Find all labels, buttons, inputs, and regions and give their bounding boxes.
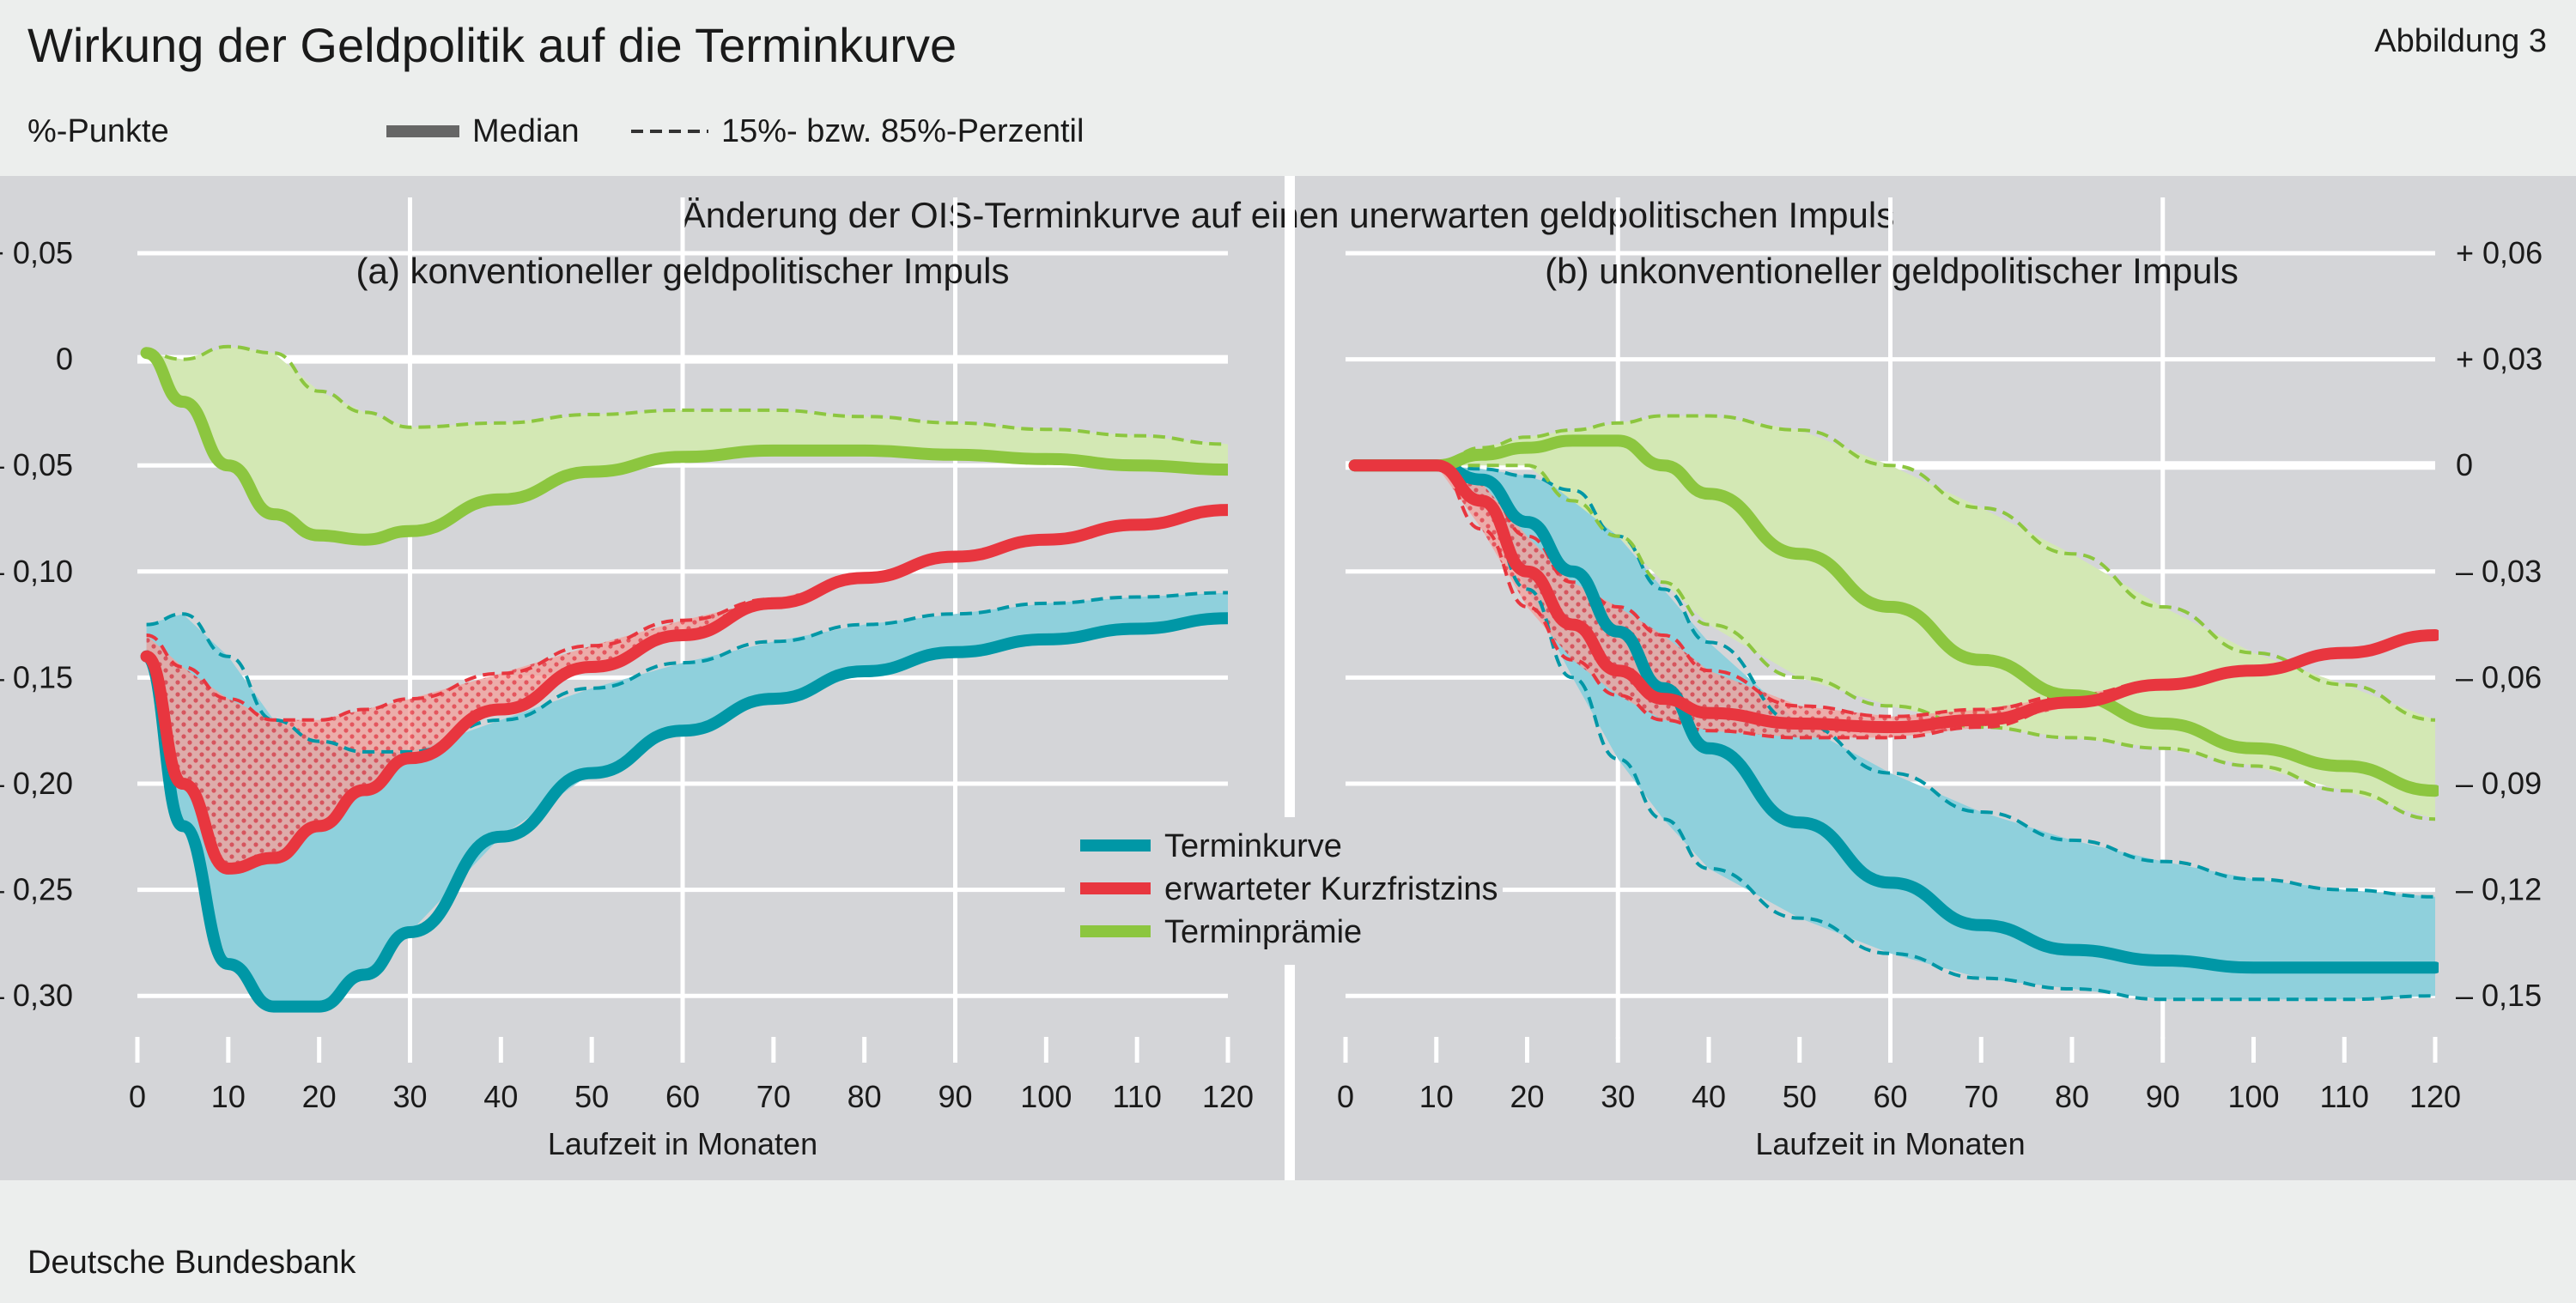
legend-label-kurzfristzins: erwarteter Kurzfristzins [1164, 871, 1498, 907]
legend-percentile-label: 15%- bzw. 85%-Perzentil [721, 113, 1084, 149]
legend-label-termpraemie: Terminprämie [1164, 914, 1362, 950]
legend: Terminkurve erwarteter Kurzfristzins Ter… [1065, 817, 1503, 965]
percentile-line-termpraemie-p15 [1354, 464, 2436, 821]
percentile-line-kurzfristzins-p15 [1354, 464, 2436, 740]
band-terminkurve [1354, 465, 2435, 1000]
median-line-terminkurve [140, 612, 1228, 1013]
percentile-line-termpraemie-p85 [1354, 414, 2436, 722]
x-tick-label: 40 [1692, 1079, 1726, 1114]
x-tick-label: 50 [1783, 1079, 1817, 1114]
x-tick-label: 0 [1337, 1079, 1354, 1114]
x-tick-label: 110 [1112, 1079, 1161, 1114]
x-tick-label: 60 [665, 1079, 700, 1114]
y-tick-label: – 0,03 [2456, 554, 2542, 589]
x-tick-label: 100 [1020, 1079, 1072, 1114]
y-tick-label: + 0,05 [0, 235, 73, 270]
median-line-termpraemie [1348, 434, 2439, 797]
figure-label: Abbildung 3 [2374, 23, 2547, 59]
legend-median-label: Median [472, 113, 580, 149]
x-tick-label: 20 [302, 1079, 337, 1114]
x-tick-label: 40 [483, 1079, 518, 1114]
series-layer [140, 344, 1228, 1013]
x-tick-label: 30 [392, 1079, 427, 1114]
y-tick-label: – 0,10 [0, 554, 73, 589]
unit-label: %-Punkte [27, 113, 169, 149]
x-tick-label: 100 [2227, 1079, 2279, 1114]
y-tick-label: + 0,06 [2456, 235, 2543, 270]
x-tick-label: 30 [1601, 1079, 1635, 1114]
y-tick-label: + 0,03 [2456, 342, 2543, 377]
y-tick-label: – 0,12 [2456, 872, 2542, 907]
x-axis-label: Laufzeit in Monaten [1755, 1126, 2025, 1161]
y-tick-label: 0 [2456, 447, 2473, 482]
x-tick-label: 10 [211, 1079, 246, 1114]
x-tick-label: 60 [1873, 1079, 1907, 1114]
band-terminkurve [146, 592, 1228, 1007]
source-label: Deutsche Bundesbank [27, 1245, 356, 1281]
panel-b: + 0,06 + 0,03 0 – 0,03 – 0,06 – 0,09 – 0,12 – 0… [1337, 197, 2543, 1161]
x-tick-label: 80 [848, 1079, 882, 1114]
y-tick-label: – 0,15 [0, 659, 73, 694]
x-tick-label: 120 [1202, 1079, 1254, 1114]
series-layer [1348, 414, 2439, 1002]
chart-title: Wirkung der Geldpolitik auf die Terminku… [27, 18, 957, 72]
percentile-line-terminkurve-p15 [1354, 464, 2436, 1002]
x-tick-label: 90 [2146, 1079, 2180, 1114]
y-tick-label: – 0,25 [0, 872, 73, 907]
x-tick-label: 70 [1964, 1079, 1998, 1114]
y-tick-label: – 0,05 [0, 447, 73, 482]
panel-subtitle: (b) unkonventioneller geldpolitischer Im… [1545, 251, 2239, 291]
x-tick-label: 90 [938, 1079, 972, 1114]
median-line-terminkurve [1348, 459, 2439, 974]
x-axis-label: Laufzeit in Monaten [548, 1126, 817, 1161]
y-tick-label: – 0,30 [0, 978, 73, 1013]
x-tick-label: 10 [1419, 1079, 1454, 1114]
x-tick-label: 50 [574, 1079, 609, 1114]
x-tick-label: 0 [129, 1079, 146, 1114]
median-line-kurzfristzins [140, 504, 1228, 875]
y-tick-label: – 0,20 [0, 766, 73, 801]
y-tick-label: – 0,15 [2456, 978, 2542, 1013]
x-tick-label: 110 [2320, 1079, 2369, 1114]
percentile-line-termpraemie-p85 [146, 344, 1228, 446]
x-tick-label: 70 [756, 1079, 791, 1114]
percentile-line-terminkurve-p85 [146, 591, 1228, 754]
median-line-termpraemie [140, 347, 1228, 546]
band-kurzfristzins [146, 510, 1228, 869]
panel-a: + 0,05 0 – 0,05 – 0,10 – 0,15 – 0,20 – 0,25 – 0… [0, 197, 1254, 1161]
median-line-kurzfristzins [1348, 459, 2439, 734]
y-tick-label: 0 [56, 342, 73, 377]
y-tick-label: – 0,09 [2456, 766, 2542, 801]
x-tick-label: 120 [2409, 1079, 2461, 1114]
percentile-line-terminkurve-p85 [1354, 464, 2436, 899]
x-tick-label: 80 [2055, 1079, 2089, 1114]
legend-label-terminkurve: Terminkurve [1164, 828, 1342, 864]
panel-subtitle: (a) konventioneller geldpolitischer Impu… [355, 251, 1009, 291]
y-tick-label: – 0,06 [2456, 659, 2542, 694]
band-termpraemie [146, 346, 1228, 540]
x-tick-label: 20 [1510, 1079, 1544, 1114]
